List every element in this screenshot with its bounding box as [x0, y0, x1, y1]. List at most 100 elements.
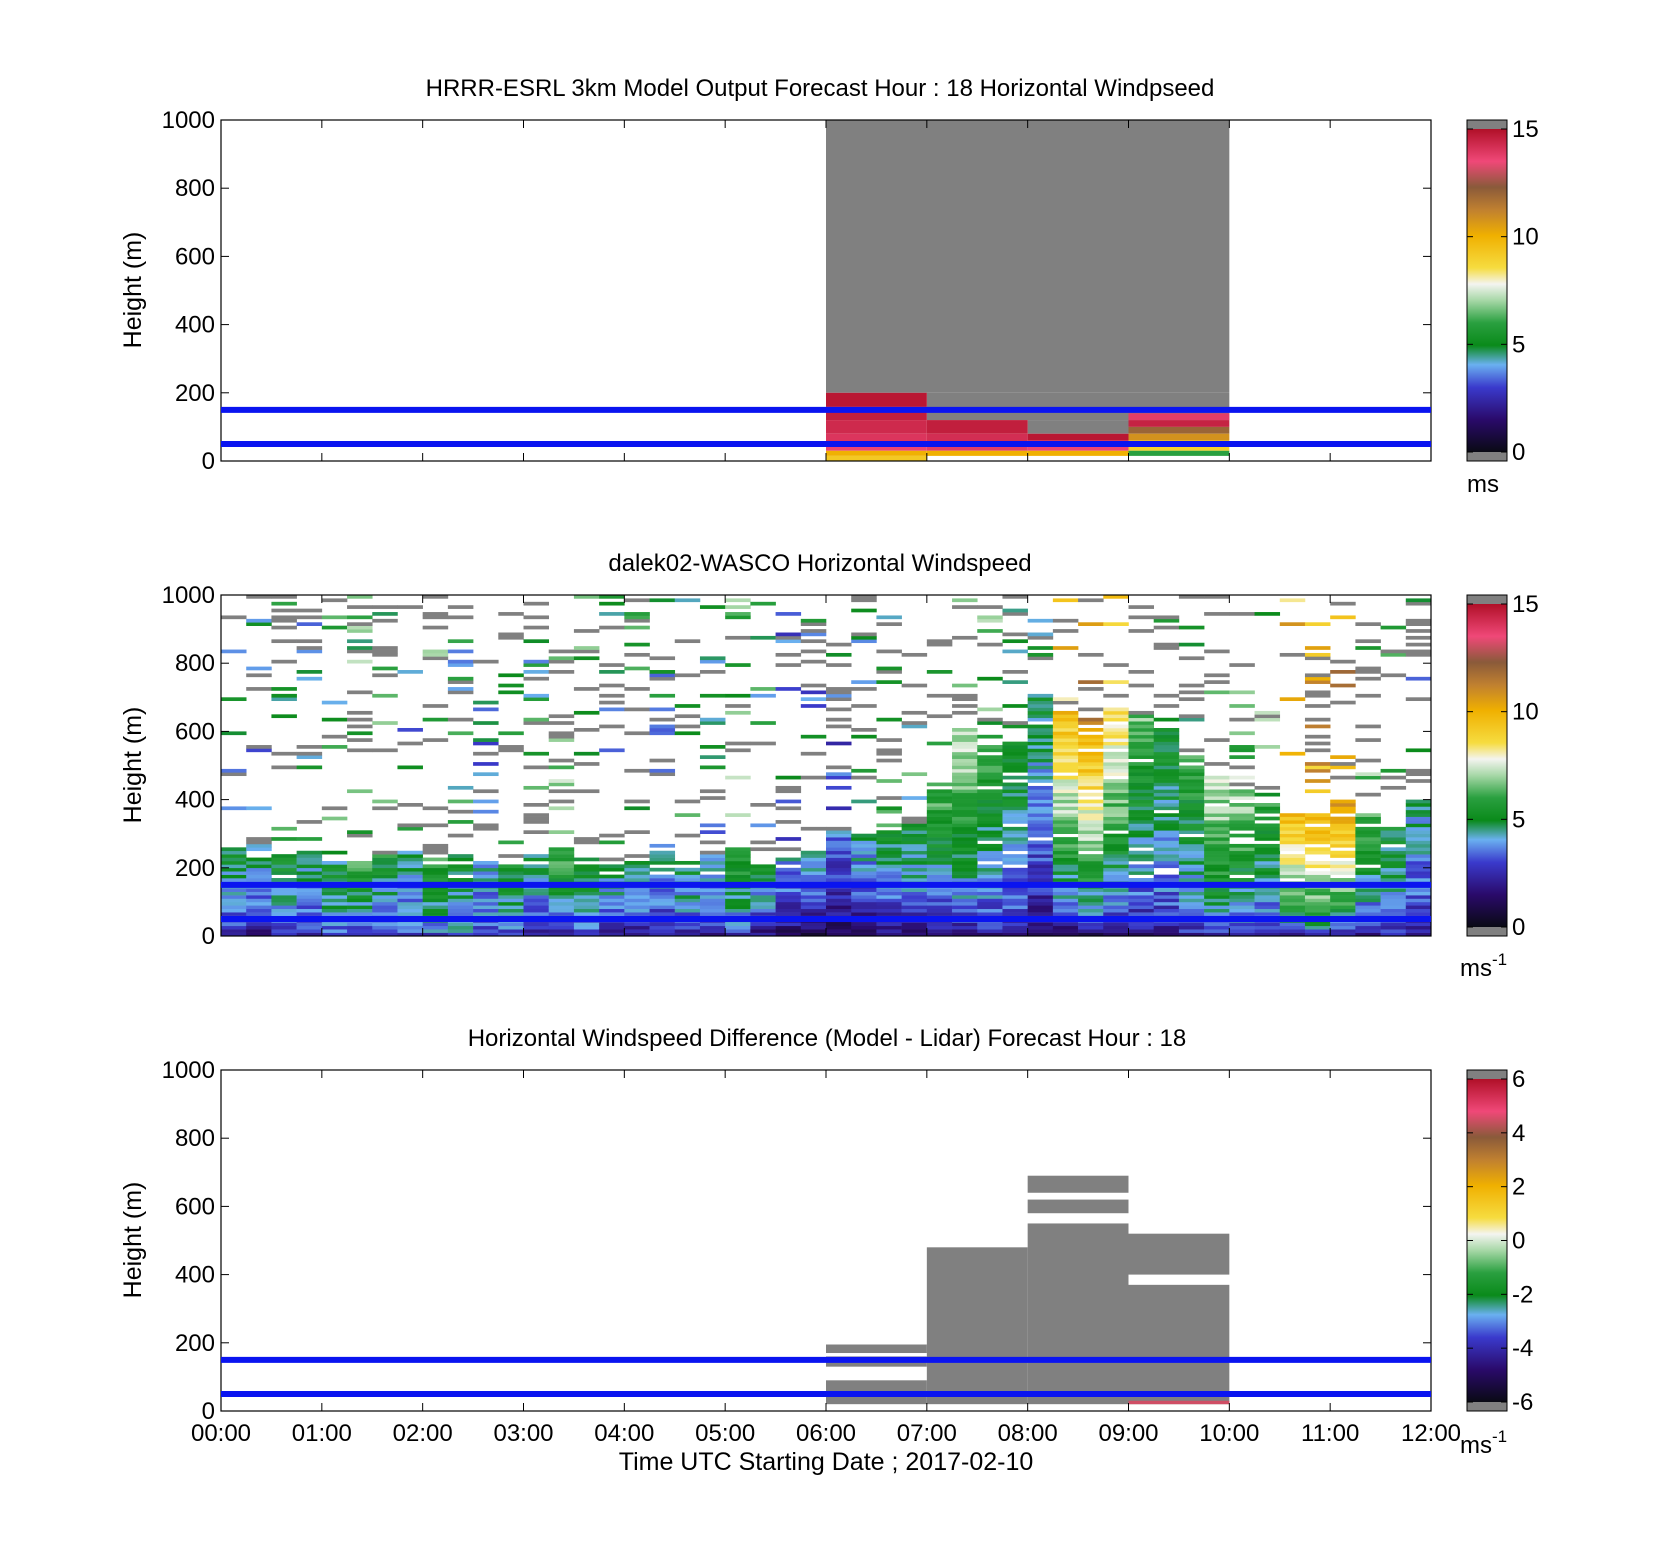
- cell-gate: [1002, 762, 1028, 766]
- cell-gate: [1027, 871, 1054, 875]
- cell-gate: [347, 925, 373, 930]
- cell-gate: [1178, 888, 1205, 892]
- cell-gate: [447, 799, 474, 804]
- cell-gate: [498, 612, 524, 616]
- cell-gate: [548, 734, 575, 739]
- cell-gate: [347, 874, 373, 879]
- cell-gate: [548, 649, 575, 654]
- cell-gate: [1355, 738, 1381, 742]
- cell-gate: [775, 663, 802, 667]
- cell-gate: [473, 809, 499, 814]
- cell-gate: [221, 867, 247, 872]
- cell-gate: [599, 878, 625, 882]
- cell-gate: [523, 932, 550, 937]
- cell-gate: [473, 901, 499, 906]
- cell-gate: [674, 813, 701, 817]
- cell-gate: [901, 932, 928, 937]
- cell-gate: [548, 874, 575, 879]
- cell-gate: [422, 738, 449, 742]
- cell-gate: [1078, 622, 1104, 626]
- cell-gate: [221, 932, 247, 937]
- colorbar-tick-label: 0: [1512, 439, 1525, 466]
- cell-gate: [1027, 833, 1054, 838]
- cell-gate: [977, 721, 1003, 725]
- cell-gate: [952, 745, 978, 749]
- cell-gate: [876, 809, 902, 814]
- cell-gate: [1078, 775, 1104, 780]
- cell-gate: [977, 717, 1003, 722]
- cell-gate: [1330, 840, 1356, 845]
- cell-gate: [321, 700, 348, 705]
- cell-gate: [447, 857, 474, 862]
- cell-gate: [1229, 908, 1255, 913]
- cell-gate: [1153, 878, 1180, 882]
- cell-gate: [599, 670, 625, 674]
- cell-gate: [1103, 731, 1129, 736]
- cell-gate: [1128, 748, 1155, 753]
- cell-gate: [1405, 649, 1432, 654]
- cell-gate: [296, 908, 323, 913]
- cell-gate: [498, 908, 524, 913]
- cell-gate: [599, 895, 625, 899]
- cell-gate: [296, 922, 323, 927]
- cell-gate: [246, 932, 272, 937]
- cell-gate: [397, 922, 423, 927]
- cell-gate: [1153, 905, 1180, 910]
- cell-gate: [876, 850, 902, 855]
- x-tick-label: 07:00: [897, 1420, 957, 1447]
- cell-gate: [473, 823, 499, 828]
- cell-gate: [1078, 898, 1104, 903]
- cell-gate: [624, 731, 650, 736]
- cell-gate: [1153, 823, 1180, 828]
- cell-gate: [1027, 867, 1054, 872]
- cell-gate: [1178, 820, 1205, 824]
- cell-gate: [573, 895, 600, 899]
- cell-gate: [1002, 843, 1028, 848]
- cell-gate: [1153, 646, 1180, 650]
- cell-gate: [397, 908, 423, 913]
- cell-gate: [1405, 854, 1432, 858]
- cell-gate: [1153, 748, 1180, 753]
- cell-gate: [1204, 840, 1230, 845]
- cell-gate: [826, 775, 852, 780]
- cell-gate: [1027, 796, 1054, 800]
- cell-gate: [1027, 707, 1054, 712]
- cell-gate: [851, 912, 877, 916]
- cell-gate: [1178, 595, 1205, 599]
- cell-gate: [1355, 813, 1381, 817]
- cell-gate: [1128, 727, 1155, 732]
- cell-gate: [573, 762, 600, 766]
- cell-gate: [1254, 717, 1281, 722]
- cell-gate: [1103, 843, 1129, 848]
- cell-gate: [674, 673, 701, 678]
- cell-gate: [372, 721, 398, 725]
- cell-gate: [977, 854, 1003, 858]
- cell-gate: [926, 895, 953, 899]
- cell-gate: [725, 867, 751, 872]
- cell-gate: [1078, 758, 1104, 763]
- cell-gate: [1254, 785, 1281, 790]
- cell-gate: [246, 673, 272, 678]
- cell-gate: [926, 864, 953, 869]
- cell-gate: [1027, 823, 1054, 828]
- cell-gate: [422, 615, 449, 620]
- cell-gate: [624, 932, 650, 937]
- cell-gate: [1380, 775, 1407, 780]
- cell-gate: [1330, 843, 1356, 848]
- cell-gate: [1128, 850, 1155, 855]
- cell-gate: [1052, 806, 1079, 811]
- cell-gate: [1128, 782, 1155, 787]
- cell-gate: [1254, 809, 1281, 814]
- cell-gate: [246, 922, 272, 927]
- cell-gate: [901, 816, 928, 821]
- cell-gate: [523, 785, 550, 790]
- cell-gate: [1229, 796, 1255, 800]
- cell-gate: [699, 922, 726, 927]
- cell-gate: [1078, 721, 1104, 725]
- cell-gate: [952, 734, 978, 739]
- cell-gate: [321, 816, 348, 821]
- cell-gate: [1330, 775, 1356, 780]
- cell-gate: [422, 922, 449, 927]
- cell-gate: [523, 857, 550, 862]
